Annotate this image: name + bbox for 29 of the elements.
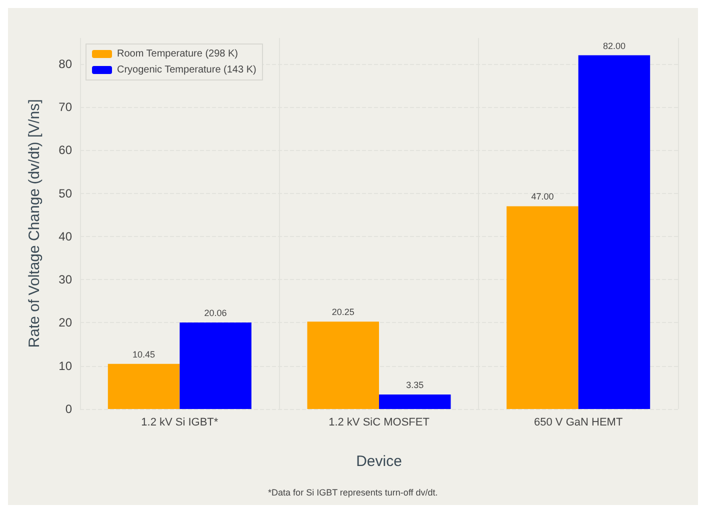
y-tick-label: 0: [65, 402, 72, 416]
x-tick-label: 1.2 kV Si IGBT*: [141, 416, 219, 428]
x-tick-label: 1.2 kV SiC MOSFET: [328, 416, 430, 428]
y-tick-label: 70: [58, 100, 72, 114]
data-label: 20.25: [332, 307, 354, 318]
legend-label: Cryogenic Temperature (143 K): [117, 64, 256, 76]
legend-label: Room Temperature (298 K): [117, 48, 238, 60]
y-tick-label: 80: [58, 56, 72, 71]
bar: [578, 55, 650, 409]
x-tick-label: 650 V GaN HEMT: [534, 416, 623, 428]
bar: [307, 322, 379, 409]
x-axis-title: Device: [356, 453, 402, 470]
bar: [180, 322, 252, 409]
bar: [379, 394, 451, 409]
data-label: 47.00: [531, 192, 554, 202]
y-tick-label: 10: [58, 358, 72, 373]
y-tick-label: 20: [58, 316, 72, 330]
y-tick-label: 60: [58, 143, 72, 158]
bar: [108, 364, 180, 409]
data-label: 20.06: [204, 308, 227, 318]
data-label: 3.35: [406, 380, 424, 390]
y-tick-label: 50: [58, 186, 72, 200]
data-label: 82.00: [602, 40, 626, 51]
y-tick-label: 30: [58, 272, 72, 287]
bar: [506, 206, 578, 409]
text: *Data for Si IGBT represents turn-off dv/dt.: [268, 488, 438, 498]
data-label: 10.45: [132, 349, 156, 360]
y-tick-label: 40: [58, 229, 72, 244]
y-axis-title: Rate of Voltage Change (dv/dt) [V/ns]: [26, 99, 43, 348]
